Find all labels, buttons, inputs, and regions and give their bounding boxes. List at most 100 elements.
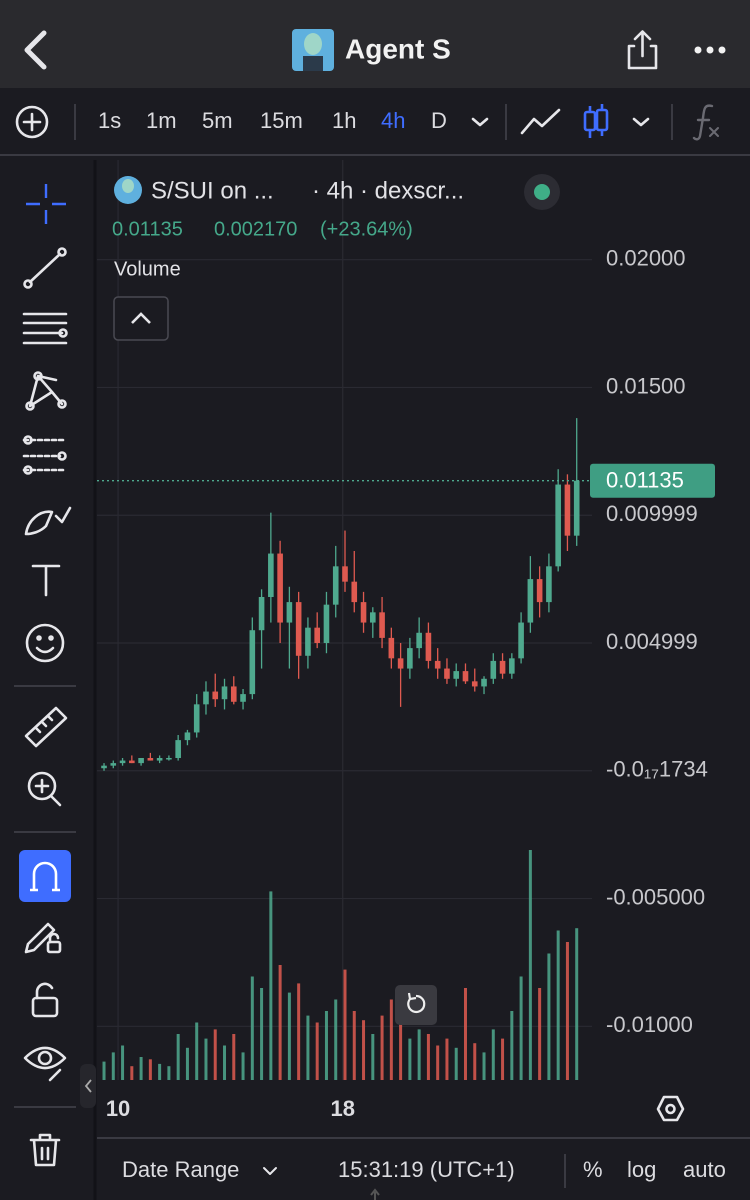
token-avatar (292, 29, 334, 71)
volume-bar (519, 976, 523, 1080)
candle-body (249, 630, 256, 695)
percent-scale-toggle[interactable]: % (583, 1157, 603, 1182)
status-indicator (524, 174, 560, 210)
volume-bar (482, 1052, 486, 1080)
volume-bar (426, 1034, 430, 1080)
horizontal-lines-tool[interactable] (22, 312, 68, 345)
lock-drawing-tool[interactable] (24, 922, 62, 954)
symbol[interactable]: S/SUI on ... (151, 177, 274, 204)
interval[interactable]: 5m (202, 108, 233, 133)
last-price-badge (590, 463, 715, 498)
clock[interactable]: 15:31:19 (UTC+1) (338, 1157, 515, 1182)
volume-bar (501, 1038, 505, 1080)
more-button[interactable] (694, 46, 726, 54)
volume-bar (408, 1038, 412, 1080)
crosshair-tool[interactable] (26, 184, 66, 224)
collapse-button[interactable] (113, 296, 169, 341)
auto-scale-toggle[interactable]: auto (683, 1157, 726, 1182)
volume-bar (528, 850, 532, 1080)
volume-bar (306, 1015, 310, 1080)
candle-body (184, 732, 191, 741)
delete-tool[interactable] (29, 1133, 61, 1167)
date-range-button[interactable]: Date Range (122, 1157, 239, 1182)
candle-body (490, 660, 497, 679)
candle-body (268, 553, 274, 597)
candle-body (240, 694, 246, 702)
brush-tool[interactable] (24, 506, 72, 536)
add-button[interactable] (15, 105, 49, 139)
volume-bar (399, 1011, 403, 1080)
y-tick-label: 0.004999 (606, 629, 698, 654)
candle-body (101, 765, 107, 769)
candle-body (342, 566, 348, 582)
fib-tool[interactable] (22, 435, 68, 475)
interval[interactable]: 1s (98, 108, 121, 133)
volume-bar (473, 1043, 477, 1080)
candle-body (230, 686, 237, 702)
candle-chart-button[interactable] (583, 104, 609, 138)
log-scale-toggle[interactable]: log (627, 1157, 656, 1182)
interval-active[interactable]: 4h (381, 108, 405, 133)
candle-body (203, 691, 209, 705)
candle-body (407, 648, 413, 669)
back-button[interactable] (24, 30, 47, 70)
candle-body (156, 758, 163, 761)
candle-body (221, 686, 228, 700)
x-tick-label: 18 (331, 1096, 355, 1121)
date-range-menu[interactable] (263, 1167, 277, 1175)
volume-bar (232, 1034, 236, 1080)
visibility-tool[interactable] (23, 1046, 67, 1082)
volume-bar (538, 988, 542, 1080)
emoji-tool[interactable] (25, 623, 65, 663)
volume-bar (371, 1034, 375, 1080)
candle-body (425, 632, 432, 661)
volume-bar (417, 1029, 421, 1080)
volume-bar (278, 965, 282, 1080)
volume-bar (556, 930, 560, 1080)
volume-bar (510, 1011, 514, 1080)
volume-bar (176, 1034, 180, 1080)
chart-type-menu[interactable] (632, 117, 650, 127)
header-bar (0, 0, 750, 88)
interval[interactable]: 15m (260, 108, 303, 133)
text-tool[interactable] (31, 564, 61, 597)
share-button[interactable] (627, 30, 658, 70)
measure-tool[interactable] (24, 706, 68, 748)
candle-body (323, 604, 330, 643)
volume-bar (315, 1022, 319, 1080)
axes: 0.02000 0.01500 0.009999 0.004999 -0.0₁₇1734… (106, 245, 715, 1121)
candle-body (370, 612, 376, 623)
trend-line-tool[interactable] (23, 247, 67, 289)
sidebar-toggle[interactable] (80, 1064, 96, 1108)
scroll-indicator (370, 1188, 380, 1200)
candle-body (573, 480, 580, 536)
volume-bar (547, 953, 551, 1080)
lock-all-tool[interactable] (31, 982, 59, 1018)
candle-body (471, 681, 478, 687)
candle-body (138, 758, 144, 764)
volume-bar (454, 1047, 458, 1080)
indicators-button[interactable] (692, 104, 719, 141)
reset-view-button[interactable] (395, 985, 437, 1025)
settings-button[interactable] (656, 1095, 685, 1122)
candle-body (546, 566, 552, 603)
candle-body (360, 602, 367, 623)
volume-pane (102, 850, 579, 1080)
interval[interactable]: 1m (146, 108, 177, 133)
zoom-tool[interactable] (27, 771, 62, 807)
candle-body (277, 553, 283, 623)
volume-bar (241, 1052, 245, 1080)
magnet-tool[interactable] (19, 850, 71, 902)
pattern-tool[interactable] (25, 371, 67, 411)
interval[interactable]: D (431, 108, 447, 133)
candle-body (129, 760, 135, 764)
interval-menu[interactable] (471, 117, 489, 127)
candle-body (332, 566, 339, 605)
volume-bar (389, 999, 393, 1080)
candle-body (444, 668, 450, 679)
volume-bar (287, 992, 291, 1080)
line-chart-button[interactable] (520, 108, 561, 135)
interval[interactable]: 1h (332, 108, 356, 133)
volume-bar (362, 1020, 366, 1080)
